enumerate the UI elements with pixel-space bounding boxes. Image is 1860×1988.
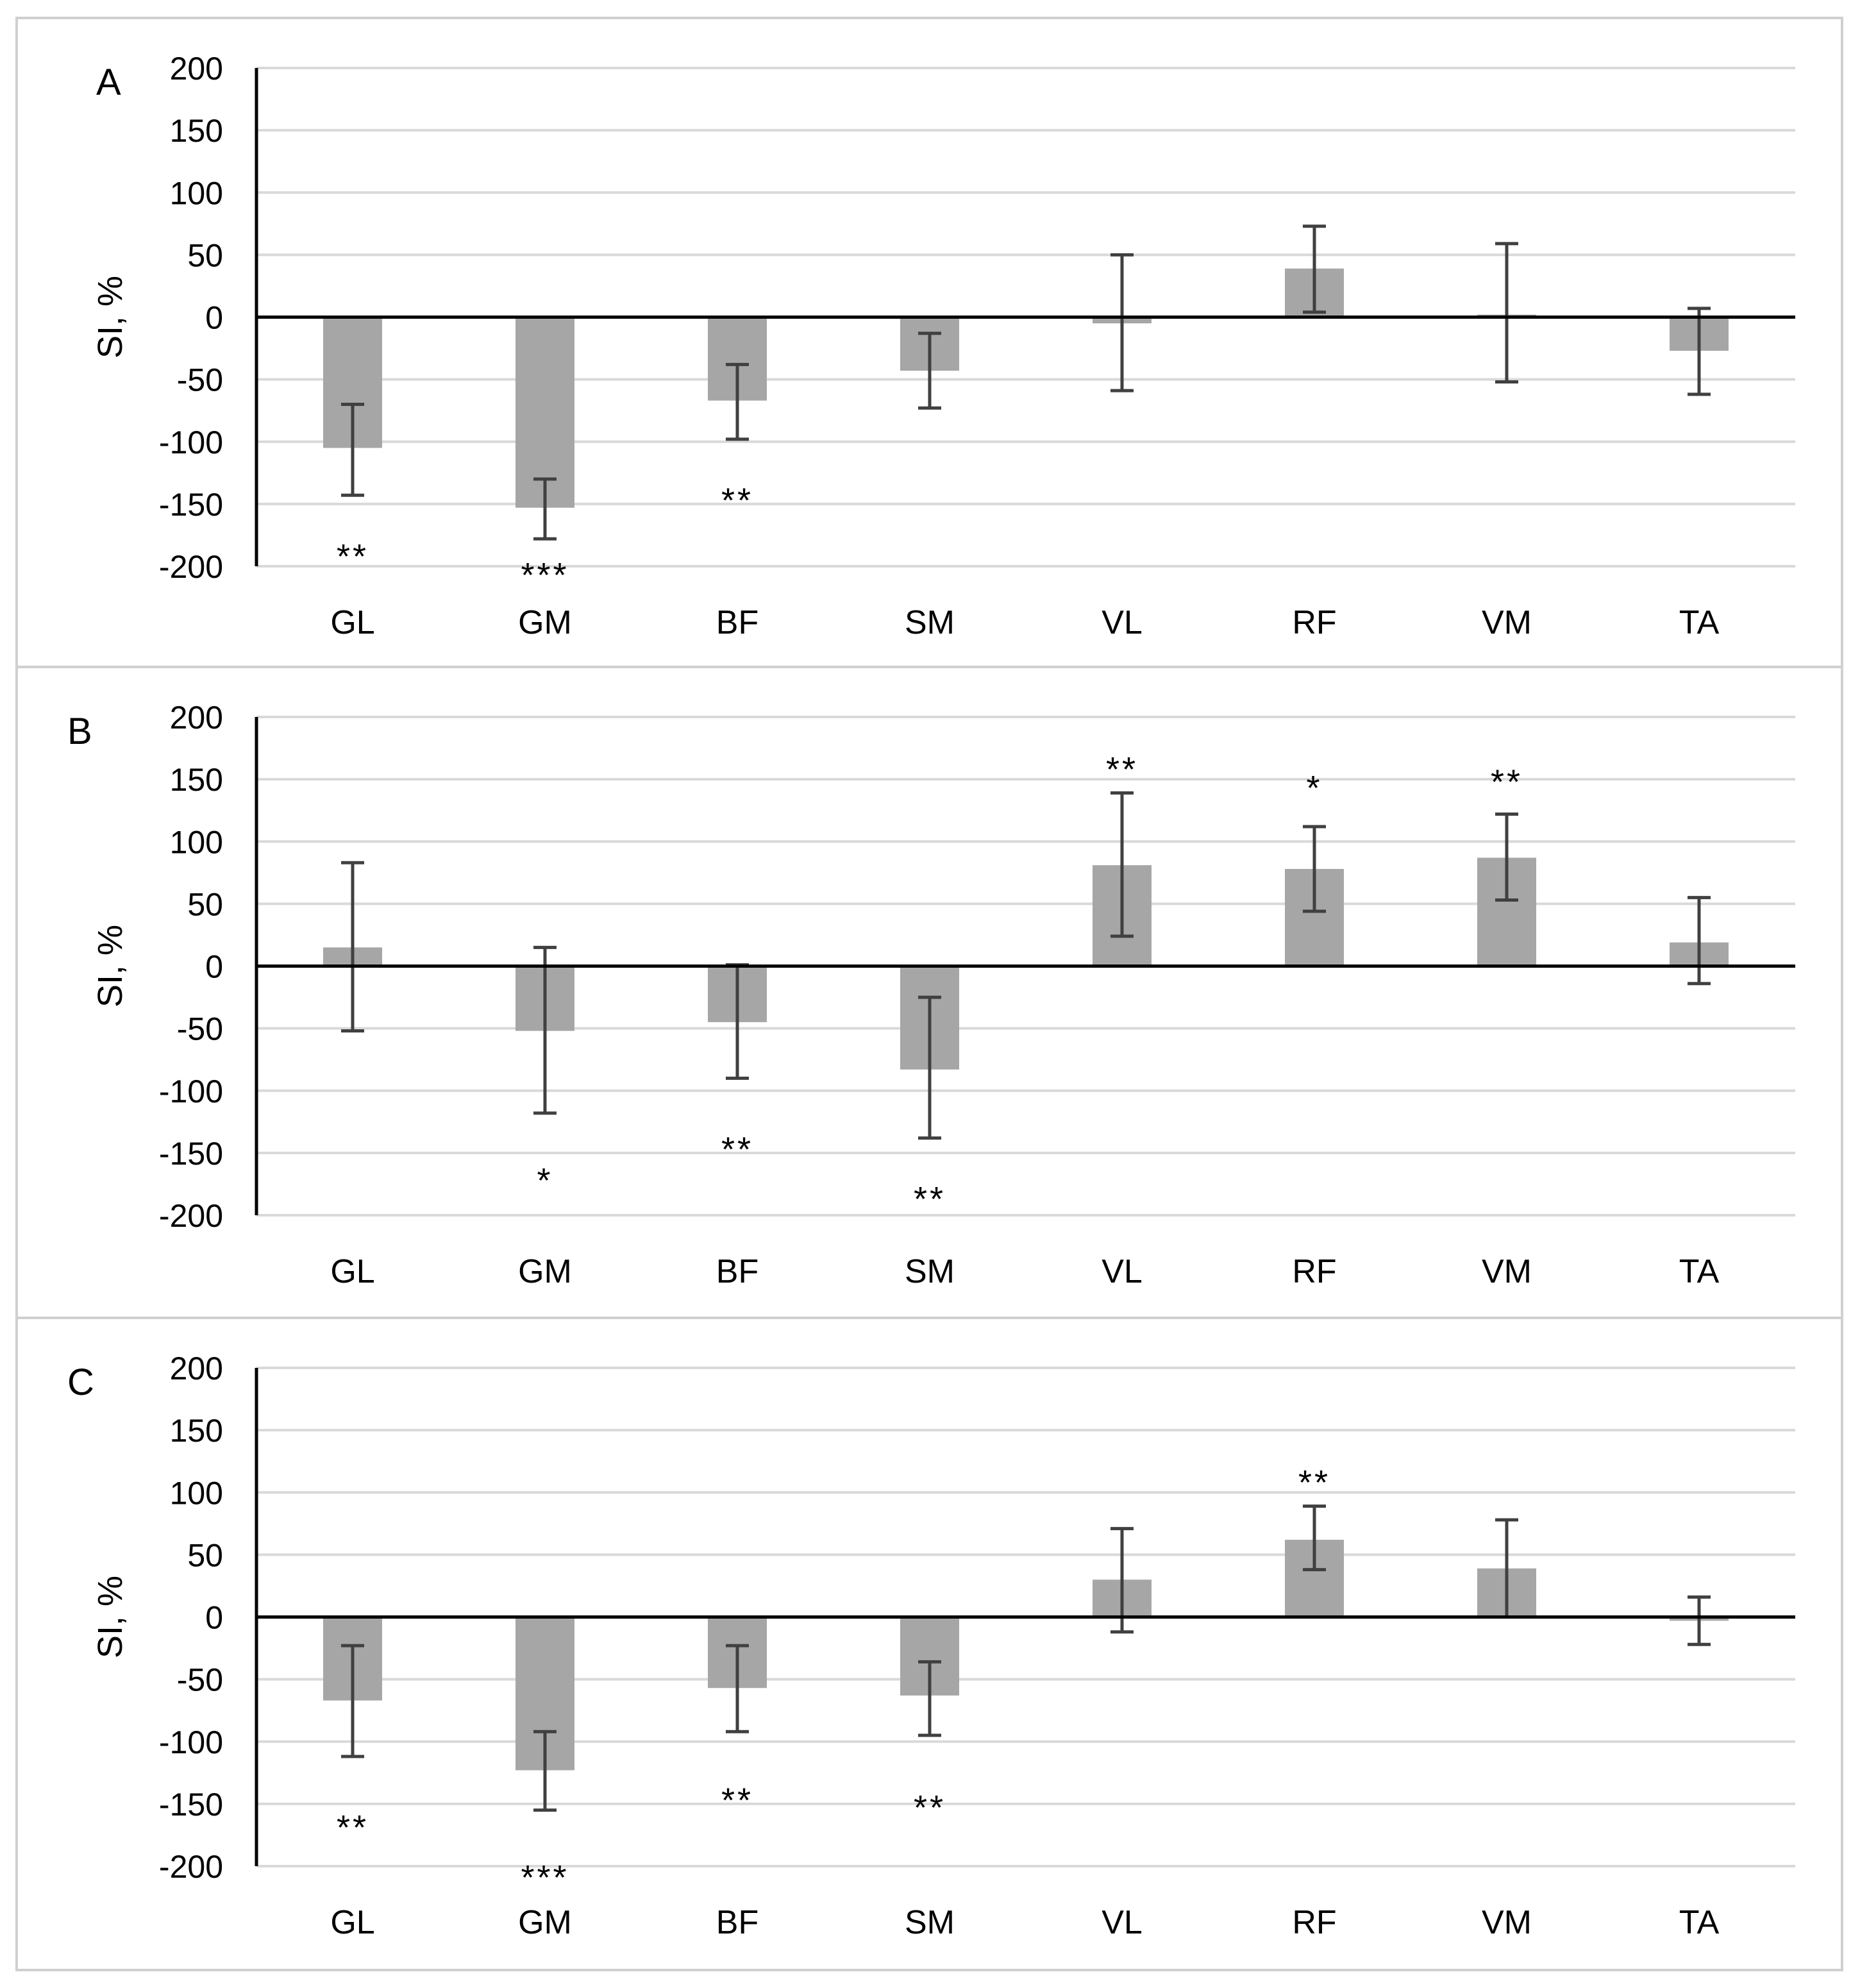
y-tick-label: 150 <box>170 1413 223 1449</box>
bar-gm <box>515 317 574 508</box>
y-tick-label: 0 <box>205 949 223 985</box>
y-tick-label: -200 <box>159 1849 223 1885</box>
y-axis-label: SI, % <box>91 276 130 358</box>
error-bar-sm <box>918 332 941 410</box>
y-tick-label: -200 <box>159 1198 223 1234</box>
x-category-label: GL <box>330 604 374 641</box>
panel-label: C <box>67 1361 94 1403</box>
significance-marker: ** <box>1298 1463 1330 1502</box>
error-bar-gl <box>341 861 364 1033</box>
y-tick-label: 100 <box>170 175 223 211</box>
x-category-label: RF <box>1292 1253 1336 1290</box>
y-tick-label: -200 <box>159 549 223 585</box>
error-bar-vm <box>1495 813 1518 902</box>
error-bar-ta <box>1688 1595 1711 1646</box>
significance-marker: ** <box>721 481 753 519</box>
significance-marker: ** <box>1106 750 1138 789</box>
y-tick-label: -100 <box>159 1724 223 1760</box>
y-tick-label: -150 <box>159 1787 223 1823</box>
x-category-label: VM <box>1482 1904 1532 1941</box>
y-tick-label: 100 <box>170 1475 223 1511</box>
y-tick-label: -100 <box>159 1074 223 1109</box>
x-category-label: VM <box>1482 604 1532 641</box>
y-tick-label: 200 <box>170 700 223 736</box>
y-tick-label: 0 <box>205 1600 223 1636</box>
error-bar-bf <box>726 362 749 441</box>
error-bar-vl <box>1110 1527 1134 1634</box>
x-category-label: TA <box>1679 1904 1720 1941</box>
significance-marker: ** <box>914 1180 946 1218</box>
error-bar-vl <box>1110 791 1134 938</box>
x-category-label: TA <box>1679 1253 1720 1290</box>
error-bar-vl <box>1110 253 1134 392</box>
y-axis-label: SI, % <box>91 1576 130 1658</box>
x-category-label: GL <box>330 1904 374 1941</box>
error-bar-gm <box>533 477 557 541</box>
y-axis-label: SI, % <box>91 925 130 1007</box>
y-tick-label: 50 <box>187 1537 223 1573</box>
chart-panel-a: 200 150 100 50 0 -50 -100 -150 -200 SI, % A GL ** GM *… <box>15 17 1843 668</box>
y-tick-label: -50 <box>177 1011 223 1047</box>
x-category-label: VM <box>1482 1253 1532 1290</box>
y-tick-label: -50 <box>177 1662 223 1698</box>
x-category-label: BF <box>716 604 758 641</box>
error-bar-bf <box>726 1644 749 1733</box>
significance-marker: *** <box>521 556 569 594</box>
x-category-label: BF <box>716 1904 758 1941</box>
x-category-label: SM <box>905 604 955 641</box>
panel-border <box>15 1317 1843 1971</box>
y-tick-label: -150 <box>159 1136 223 1172</box>
error-bar-gl <box>341 1644 364 1758</box>
significance-marker: ** <box>914 1789 946 1827</box>
significance-marker: ** <box>721 1781 753 1819</box>
error-bar-sm <box>918 995 941 1140</box>
error-bar-gl <box>341 402 364 497</box>
error-bar-rf <box>1303 224 1326 314</box>
x-category-label: GM <box>518 1253 572 1290</box>
y-tick-label: -150 <box>159 487 223 523</box>
y-tick-label: 150 <box>170 762 223 798</box>
significance-marker: *** <box>521 1858 569 1897</box>
y-tick-label: 100 <box>170 824 223 860</box>
error-bar-gm <box>533 945 557 1115</box>
x-category-label: GM <box>518 604 572 641</box>
error-bar-sm <box>918 1660 941 1737</box>
error-bar-ta <box>1688 896 1711 986</box>
x-category-label: VL <box>1102 604 1143 641</box>
x-category-label: VL <box>1102 1253 1143 1290</box>
y-tick-label: 50 <box>187 237 223 273</box>
x-category-label: RF <box>1292 1904 1336 1941</box>
y-tick-label: 150 <box>170 113 223 149</box>
x-category-label: SM <box>905 1904 955 1941</box>
x-category-label: SM <box>905 1253 955 1290</box>
x-category-label: BF <box>716 1253 758 1290</box>
y-tick-label: -50 <box>177 362 223 398</box>
significance-marker: ** <box>721 1130 753 1168</box>
y-tick-label: 0 <box>205 300 223 336</box>
significance-marker: ** <box>1491 762 1523 801</box>
chart-panel-c: 200 150 100 50 0 -50 -100 -150 -200 SI, % C GL ** GM *… <box>15 1317 1843 1971</box>
x-category-label: TA <box>1679 604 1720 641</box>
y-tick-label: -100 <box>159 425 223 460</box>
x-category-label: RF <box>1292 604 1336 641</box>
panel-label: B <box>67 711 92 752</box>
error-bar-vm <box>1495 242 1518 384</box>
significance-marker: ** <box>337 1808 369 1847</box>
chart-panel-b: 200 150 100 50 0 -50 -100 -150 -200 SI, % B GL GM * BF… <box>15 666 1843 1319</box>
x-category-label: GL <box>330 1253 374 1290</box>
x-category-label: GM <box>518 1904 572 1941</box>
significance-marker: * <box>1306 769 1322 807</box>
significance-marker: * <box>537 1161 553 1200</box>
y-tick-label: 200 <box>170 1351 223 1386</box>
error-bar-rf <box>1303 825 1326 913</box>
significance-marker: ** <box>337 537 369 576</box>
y-tick-label: 200 <box>170 51 223 87</box>
error-bar-gm <box>533 1730 557 1812</box>
x-category-label: VL <box>1102 1904 1143 1941</box>
error-bar-ta <box>1688 307 1711 396</box>
y-tick-label: 50 <box>187 886 223 922</box>
error-bar-rf <box>1303 1504 1326 1572</box>
panel-label: A <box>96 62 121 103</box>
